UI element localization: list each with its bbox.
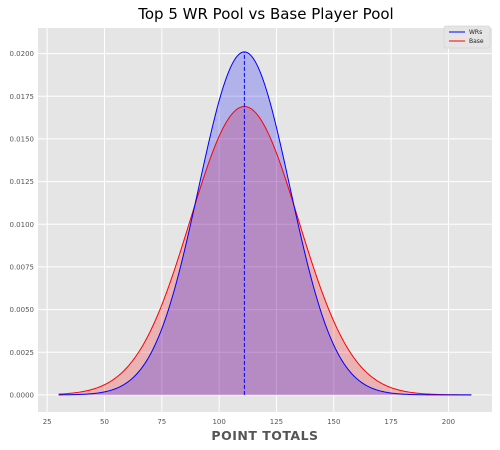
plot-area [38,28,492,412]
line-base [58,106,472,396]
area-base [58,106,472,395]
line-wrs [58,51,472,396]
x-tick-label: 75 [157,418,166,426]
y-tick-label: 0.0075 [10,263,35,271]
y-tick-label: 0.0175 [10,93,35,101]
y-tick-label: 0.0050 [10,306,35,314]
x-tick-label: 200 [442,418,455,426]
x-axis-ticks: 25 50 75 100 125 150 175 200 [43,418,455,426]
legend-label-wrs: WRs [469,29,482,36]
distribution-lines [58,51,472,396]
grid [38,28,492,412]
y-tick-label: 0.0200 [10,50,35,58]
x-tick-label: 25 [43,418,52,426]
legend: WRs Base [443,25,491,49]
y-tick-label: 0.0125 [10,178,35,186]
x-tick-label: 100 [212,418,225,426]
x-tick-label: 50 [100,418,109,426]
y-tick-label: 0.0000 [10,391,35,399]
y-tick-label: 0.0150 [10,135,35,143]
distribution-areas [58,51,472,395]
x-tick-label: 175 [384,418,397,426]
x-tick-label: 150 [327,418,340,426]
x-tick-label: 125 [270,418,283,426]
legend-label-base: Base [469,38,484,45]
y-tick-label: 0.0025 [10,349,35,357]
x-axis-label: POINT TOTALS [211,428,318,443]
chart-title: Top 5 WR Pool vs Base Player Pool [137,5,393,23]
area-wrs [58,51,472,395]
y-axis-ticks: 0.0000 0.0025 0.0050 0.0075 0.0100 0.0125 0.01… [10,50,35,399]
y-tick-label: 0.0100 [10,221,35,229]
